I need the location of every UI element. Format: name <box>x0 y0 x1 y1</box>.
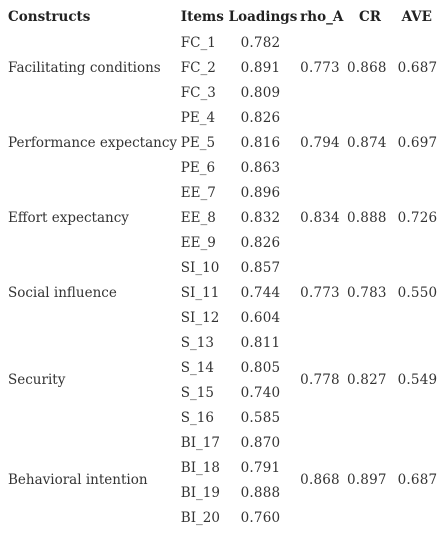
ave-value: 0.549 <box>397 372 438 388</box>
loading-value: 0.604 <box>240 309 281 326</box>
item-code: FC_2 <box>180 59 216 76</box>
header-items: Items <box>180 9 224 25</box>
table-row: PE_6 0.863 <box>2 155 444 180</box>
item-code: PE_5 <box>180 134 216 151</box>
table-row: Social influence SI_10 0.857 0.773 0.783 0.55… <box>2 255 444 301</box>
loading-value: 0.585 <box>240 409 281 426</box>
header-constructs: Constructs <box>8 9 91 25</box>
cr-value: 0.874 <box>347 134 387 151</box>
loading-value: 0.870 <box>240 434 281 451</box>
table-row: EE_9 0.826 <box>2 230 444 255</box>
item-code: EE_9 <box>180 234 216 251</box>
loading-value: 0.888 <box>240 484 281 501</box>
table-row: Performance expectancy PE_4 0.826 0.794 0.87… <box>2 105 444 151</box>
rho-a-value: 0.868 <box>300 472 340 488</box>
table-row: S_14 0.805 <box>2 355 444 380</box>
loading-value: 0.744 <box>240 284 281 301</box>
item-code: SI_10 <box>180 259 220 276</box>
rho-a-value: 0.773 <box>300 284 340 301</box>
header-ave: AVE <box>401 9 432 25</box>
item-code: PE_6 <box>180 159 216 176</box>
construct-name: Social influence <box>8 284 117 301</box>
table-row: Effort expectancy EE_7 0.896 0.834 0.888 0.72… <box>2 180 444 226</box>
table-row: S_16 0.585 <box>2 405 444 430</box>
loading-value: 0.891 <box>240 59 281 76</box>
item-code: EE_8 <box>180 209 216 226</box>
table-row: Facilitating conditions FC_1 0.782 0.773 0.8… <box>2 30 444 76</box>
table-row: S_15 0.740 <box>2 380 444 405</box>
measurement-model-table: Constructs Items Loadings rho_A CR AVE F… <box>2 4 444 530</box>
item-code: BI_19 <box>180 484 220 501</box>
table-row: BI_18 0.791 <box>2 455 444 480</box>
construct-name: Performance expectancy <box>8 134 178 151</box>
rho-a-value: 0.834 <box>300 209 340 226</box>
loading-value: 0.760 <box>240 509 281 526</box>
table-row: BI_20 0.760 <box>2 505 444 530</box>
header-cr: CR <box>359 9 381 25</box>
table-row: EE_8 0.832 <box>2 205 444 230</box>
cr-value: 0.783 <box>347 284 387 301</box>
item-code: S_16 <box>180 409 214 426</box>
construct-name: Security <box>8 372 66 388</box>
cr-value: 0.827 <box>347 372 387 388</box>
cr-value: 0.888 <box>347 209 387 226</box>
rho-a-value: 0.778 <box>300 372 340 388</box>
table-row: Security S_13 0.811 0.778 0.827 0.549 <box>2 330 444 389</box>
table-row: FC_2 0.891 <box>2 55 444 80</box>
loading-value: 0.782 <box>240 34 281 51</box>
rho-a-value: 0.773 <box>300 59 340 76</box>
loading-value: 0.863 <box>240 159 281 176</box>
cr-value: 0.868 <box>347 59 387 76</box>
item-code: FC_3 <box>180 84 216 101</box>
construct-name: Facilitating conditions <box>8 59 161 76</box>
table-row: PE_5 0.816 <box>2 130 444 155</box>
ave-value: 0.697 <box>397 134 438 151</box>
loading-value: 0.805 <box>240 359 281 376</box>
loading-value: 0.832 <box>240 209 281 226</box>
table-body: Facilitating conditions FC_1 0.782 0.773 0.8… <box>2 30 444 530</box>
item-code: FC_1 <box>180 34 216 51</box>
loading-value: 0.896 <box>240 184 281 201</box>
table-row: Behavioral intention BI_17 0.870 0.868 0.897… <box>2 430 444 489</box>
loading-value: 0.740 <box>240 384 281 401</box>
header-row: Constructs Items Loadings rho_A CR AVE <box>2 4 444 30</box>
loading-value: 0.826 <box>240 109 281 126</box>
item-code: S_13 <box>180 334 214 351</box>
loading-value: 0.811 <box>240 334 281 351</box>
loading-value: 0.809 <box>240 84 281 101</box>
ave-value: 0.687 <box>397 472 438 488</box>
loading-value: 0.791 <box>240 459 281 476</box>
item-code: SI_11 <box>180 284 220 301</box>
item-code: EE_7 <box>180 184 216 201</box>
construct-name: Effort expectancy <box>8 209 129 226</box>
header-loadings: Loadings <box>228 9 298 25</box>
cr-value: 0.897 <box>347 472 387 488</box>
table-row: BI_19 0.888 <box>2 480 444 505</box>
rho-a-value: 0.794 <box>300 134 340 151</box>
table-row: SI_11 0.744 <box>2 280 444 305</box>
ave-value: 0.550 <box>397 284 438 301</box>
item-code: PE_4 <box>180 109 216 126</box>
loading-value: 0.857 <box>240 259 281 276</box>
item-code: S_15 <box>180 384 214 401</box>
header-rho-a: rho_A <box>300 9 344 25</box>
item-code: BI_17 <box>180 434 220 451</box>
item-code: BI_18 <box>180 459 220 476</box>
ave-value: 0.726 <box>397 209 438 226</box>
item-code: SI_12 <box>180 309 220 326</box>
ave-value: 0.687 <box>397 59 438 76</box>
loading-value: 0.826 <box>240 234 281 251</box>
loading-value: 0.816 <box>240 134 281 151</box>
construct-name: Behavioral intention <box>8 472 148 488</box>
table-row: FC_3 0.809 <box>2 80 444 105</box>
item-code: S_14 <box>180 359 214 376</box>
item-code: BI_20 <box>180 509 220 526</box>
table-row: SI_12 0.604 <box>2 305 444 330</box>
